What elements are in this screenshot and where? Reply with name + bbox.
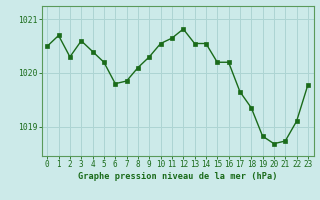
- X-axis label: Graphe pression niveau de la mer (hPa): Graphe pression niveau de la mer (hPa): [78, 172, 277, 181]
